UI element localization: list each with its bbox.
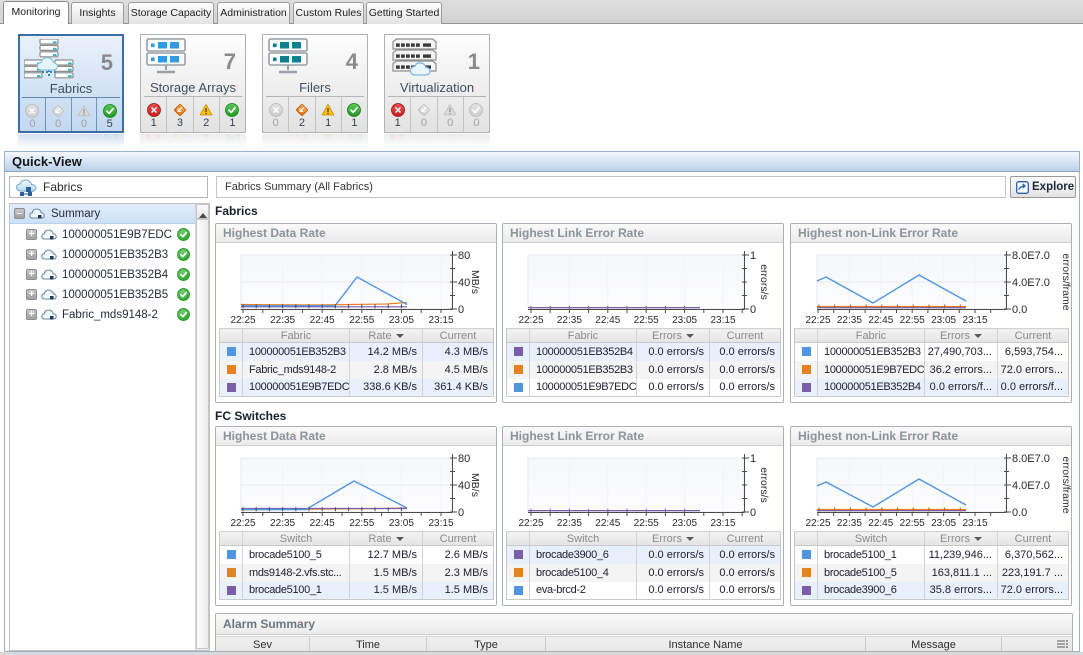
svg-text:22:45: 22:45 bbox=[310, 315, 335, 326]
svg-text:22:35: 22:35 bbox=[837, 518, 862, 529]
svg-text:23:05: 23:05 bbox=[389, 518, 414, 529]
svg-text:0: 0 bbox=[750, 304, 756, 316]
svg-text:23:15: 23:15 bbox=[710, 315, 735, 326]
svg-text:MB/s: MB/s bbox=[469, 473, 481, 497]
svg-text:22:55: 22:55 bbox=[634, 518, 659, 529]
svg-text:23:05: 23:05 bbox=[389, 315, 414, 326]
svg-text:0.0: 0.0 bbox=[1012, 304, 1027, 316]
svg-text:22:35: 22:35 bbox=[557, 315, 582, 326]
svg-text:23:05: 23:05 bbox=[931, 518, 956, 529]
svg-text:22:55: 22:55 bbox=[634, 315, 659, 326]
svg-text:22:55: 22:55 bbox=[349, 315, 374, 326]
svg-text:22:35: 22:35 bbox=[270, 518, 295, 529]
svg-text:23:05: 23:05 bbox=[672, 518, 697, 529]
svg-text:23:15: 23:15 bbox=[710, 518, 735, 529]
svg-text:40: 40 bbox=[458, 277, 470, 289]
svg-text:22:35: 22:35 bbox=[837, 315, 862, 326]
svg-text:0: 0 bbox=[458, 507, 464, 519]
svg-text:1: 1 bbox=[750, 250, 756, 262]
svg-text:22:35: 22:35 bbox=[270, 315, 295, 326]
svg-text:40: 40 bbox=[458, 480, 470, 492]
svg-text:22:25: 22:25 bbox=[230, 315, 255, 326]
svg-text:23:15: 23:15 bbox=[428, 518, 453, 529]
svg-text:80: 80 bbox=[458, 250, 470, 262]
svg-text:22:25: 22:25 bbox=[805, 518, 830, 529]
svg-text:22:55: 22:55 bbox=[900, 518, 925, 529]
svg-text:0: 0 bbox=[458, 304, 464, 316]
svg-text:22:45: 22:45 bbox=[595, 518, 620, 529]
svg-text:22:55: 22:55 bbox=[900, 315, 925, 326]
svg-text:22:25: 22:25 bbox=[805, 315, 830, 326]
svg-text:0: 0 bbox=[750, 507, 756, 519]
svg-text:22:35: 22:35 bbox=[557, 518, 582, 529]
svg-text:0.0: 0.0 bbox=[1012, 507, 1027, 519]
svg-text:8.0E7.0: 8.0E7.0 bbox=[1012, 250, 1050, 262]
svg-text:22:25: 22:25 bbox=[518, 518, 543, 529]
svg-text:22:25: 22:25 bbox=[518, 315, 543, 326]
svg-text:22:45: 22:45 bbox=[310, 518, 335, 529]
svg-text:22:25: 22:25 bbox=[230, 518, 255, 529]
svg-text:errors/s: errors/s bbox=[758, 264, 770, 300]
svg-text:22:45: 22:45 bbox=[868, 518, 893, 529]
svg-text:23:05: 23:05 bbox=[672, 315, 697, 326]
svg-text:23:15: 23:15 bbox=[962, 315, 987, 326]
svg-text:8.0E7.0: 8.0E7.0 bbox=[1012, 453, 1050, 465]
svg-text:22:45: 22:45 bbox=[595, 315, 620, 326]
svg-text:23:15: 23:15 bbox=[962, 518, 987, 529]
svg-text:23:15: 23:15 bbox=[428, 315, 453, 326]
svg-text:1: 1 bbox=[750, 453, 756, 465]
svg-text:4.0E7.0: 4.0E7.0 bbox=[1012, 277, 1050, 289]
svg-text:4.0E7.0: 4.0E7.0 bbox=[1012, 480, 1050, 492]
svg-text:23:05: 23:05 bbox=[931, 315, 956, 326]
svg-text:80: 80 bbox=[458, 453, 470, 465]
svg-text:22:55: 22:55 bbox=[349, 518, 374, 529]
svg-text:errors/s: errors/s bbox=[758, 467, 770, 503]
svg-text:errors/frame: errors/frame bbox=[1060, 253, 1071, 310]
svg-text:MB/s: MB/s bbox=[469, 270, 481, 294]
svg-text:errors/frame: errors/frame bbox=[1060, 456, 1071, 513]
svg-text:22:45: 22:45 bbox=[868, 315, 893, 326]
